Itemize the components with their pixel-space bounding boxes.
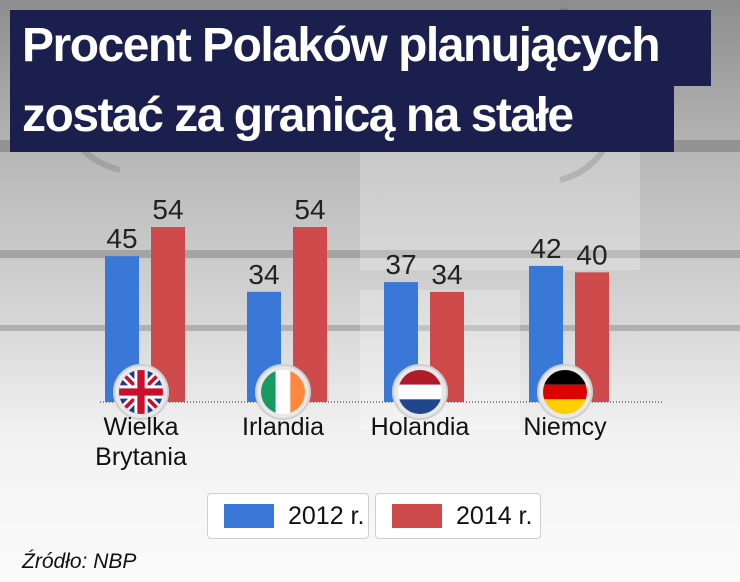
legend-swatch-2014 [392, 504, 442, 528]
category-label-line: Niemcy [523, 413, 607, 441]
category-label-line: Irlandia [242, 413, 324, 441]
legend-swatch-2012 [224, 504, 274, 528]
legend-item-2012: 2012 r. [207, 493, 369, 539]
legend-label-2012: 2012 r. [288, 501, 365, 530]
data-label-wielka-brytania-2014: 54 [152, 194, 183, 225]
category-label-line: Brytania [95, 443, 187, 471]
netherlands-flag-icon [392, 364, 448, 420]
legend-item-2014: 2014 r. [375, 493, 541, 539]
data-label-wielka-brytania-2012: 45 [106, 223, 137, 254]
category-label-irlandia: Irlandia [208, 412, 358, 442]
category-label-holandia: Holandia [345, 412, 495, 442]
data-label-niemcy-2012: 42 [530, 233, 561, 264]
uk-flag-icon [113, 364, 169, 420]
category-label-niemcy: Niemcy [490, 412, 640, 442]
data-label-niemcy-2014: 40 [576, 239, 607, 270]
chart-title-line-1: Procent Polaków planujących [10, 10, 711, 86]
category-label-wielka-brytania: Wielka Brytania [66, 412, 216, 472]
bars-group: 45 54 34 54 37 34 42 40 [105, 194, 609, 402]
category-label-line: Holandia [370, 413, 470, 441]
source-note: Źródło: NBP [22, 550, 137, 573]
legend-label-2014: 2014 r. [456, 501, 533, 530]
chart-title-line-2: zostać za granicą na stałe [10, 86, 674, 152]
data-label-irlandia-2012: 34 [248, 259, 279, 290]
data-label-holandia-2014: 34 [431, 259, 462, 290]
ireland-flag-icon [255, 364, 311, 420]
germany-flag-icon [537, 364, 593, 420]
data-label-irlandia-2014: 54 [294, 194, 325, 225]
data-label-holandia-2012: 37 [385, 249, 416, 280]
category-label-line: Wielka [103, 413, 179, 441]
